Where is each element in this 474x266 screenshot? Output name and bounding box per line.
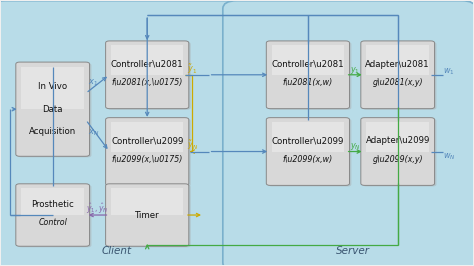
FancyBboxPatch shape bbox=[106, 184, 189, 246]
FancyBboxPatch shape bbox=[366, 122, 429, 152]
Text: $\hat{y}_1, \hat{y}_N$: $\hat{y}_1, \hat{y}_N$ bbox=[86, 201, 109, 216]
FancyBboxPatch shape bbox=[16, 62, 90, 156]
FancyBboxPatch shape bbox=[111, 122, 183, 152]
Text: f\u2081(x,\u0175): f\u2081(x,\u0175) bbox=[111, 78, 183, 87]
FancyBboxPatch shape bbox=[268, 42, 351, 110]
Text: Data: Data bbox=[43, 105, 63, 114]
FancyBboxPatch shape bbox=[272, 45, 344, 75]
Text: Controller\u2099: Controller\u2099 bbox=[111, 136, 183, 146]
FancyBboxPatch shape bbox=[266, 118, 349, 185]
FancyBboxPatch shape bbox=[223, 1, 474, 266]
FancyBboxPatch shape bbox=[108, 119, 191, 186]
Text: g\u2099(x,y): g\u2099(x,y) bbox=[373, 155, 423, 164]
Text: $\tilde{y}_N$: $\tilde{y}_N$ bbox=[187, 138, 199, 152]
FancyBboxPatch shape bbox=[106, 41, 189, 109]
Text: $w_N$: $w_N$ bbox=[443, 152, 456, 162]
Text: $\tilde{y}_1$: $\tilde{y}_1$ bbox=[187, 63, 198, 76]
Text: Control: Control bbox=[38, 218, 67, 227]
FancyBboxPatch shape bbox=[18, 63, 91, 157]
Text: $x_1$: $x_1$ bbox=[88, 77, 99, 88]
Text: $y_N$: $y_N$ bbox=[350, 141, 362, 152]
FancyBboxPatch shape bbox=[106, 118, 189, 185]
Text: Adapter\u2081: Adapter\u2081 bbox=[365, 60, 430, 69]
Text: Client: Client bbox=[101, 246, 132, 256]
Text: $w_1$: $w_1$ bbox=[443, 67, 455, 77]
FancyBboxPatch shape bbox=[21, 188, 84, 215]
FancyBboxPatch shape bbox=[18, 185, 91, 247]
Text: Controller\u2081: Controller\u2081 bbox=[272, 60, 344, 69]
Text: f\u2099(x,\u0175): f\u2099(x,\u0175) bbox=[111, 155, 183, 164]
FancyBboxPatch shape bbox=[108, 185, 191, 247]
FancyBboxPatch shape bbox=[366, 45, 429, 75]
FancyBboxPatch shape bbox=[363, 119, 437, 186]
Text: Timer: Timer bbox=[135, 210, 160, 219]
FancyBboxPatch shape bbox=[111, 45, 183, 75]
Text: Prosthetic: Prosthetic bbox=[31, 200, 74, 209]
Text: In Vivo: In Vivo bbox=[38, 82, 67, 91]
Text: f\u2099(x,w): f\u2099(x,w) bbox=[283, 155, 333, 164]
FancyBboxPatch shape bbox=[21, 67, 84, 109]
FancyBboxPatch shape bbox=[108, 42, 191, 110]
Text: Server: Server bbox=[336, 246, 370, 256]
FancyBboxPatch shape bbox=[111, 188, 183, 215]
FancyBboxPatch shape bbox=[266, 41, 349, 109]
Text: g\u2081(x,y): g\u2081(x,y) bbox=[373, 78, 423, 87]
FancyBboxPatch shape bbox=[363, 42, 437, 110]
FancyBboxPatch shape bbox=[16, 184, 90, 246]
Text: Adapter\u2099: Adapter\u2099 bbox=[365, 136, 430, 146]
FancyBboxPatch shape bbox=[0, 1, 242, 266]
Text: $y_1$: $y_1$ bbox=[350, 65, 360, 76]
Text: f\u2081(x,w): f\u2081(x,w) bbox=[283, 78, 333, 87]
Text: Controller\u2099: Controller\u2099 bbox=[272, 136, 344, 146]
Text: $x_N$: $x_N$ bbox=[88, 128, 100, 138]
FancyBboxPatch shape bbox=[361, 41, 435, 109]
FancyBboxPatch shape bbox=[361, 118, 435, 185]
Text: Acquisition: Acquisition bbox=[29, 127, 76, 136]
FancyBboxPatch shape bbox=[268, 119, 351, 186]
Text: Controller\u2081: Controller\u2081 bbox=[111, 60, 183, 69]
FancyBboxPatch shape bbox=[272, 122, 344, 152]
